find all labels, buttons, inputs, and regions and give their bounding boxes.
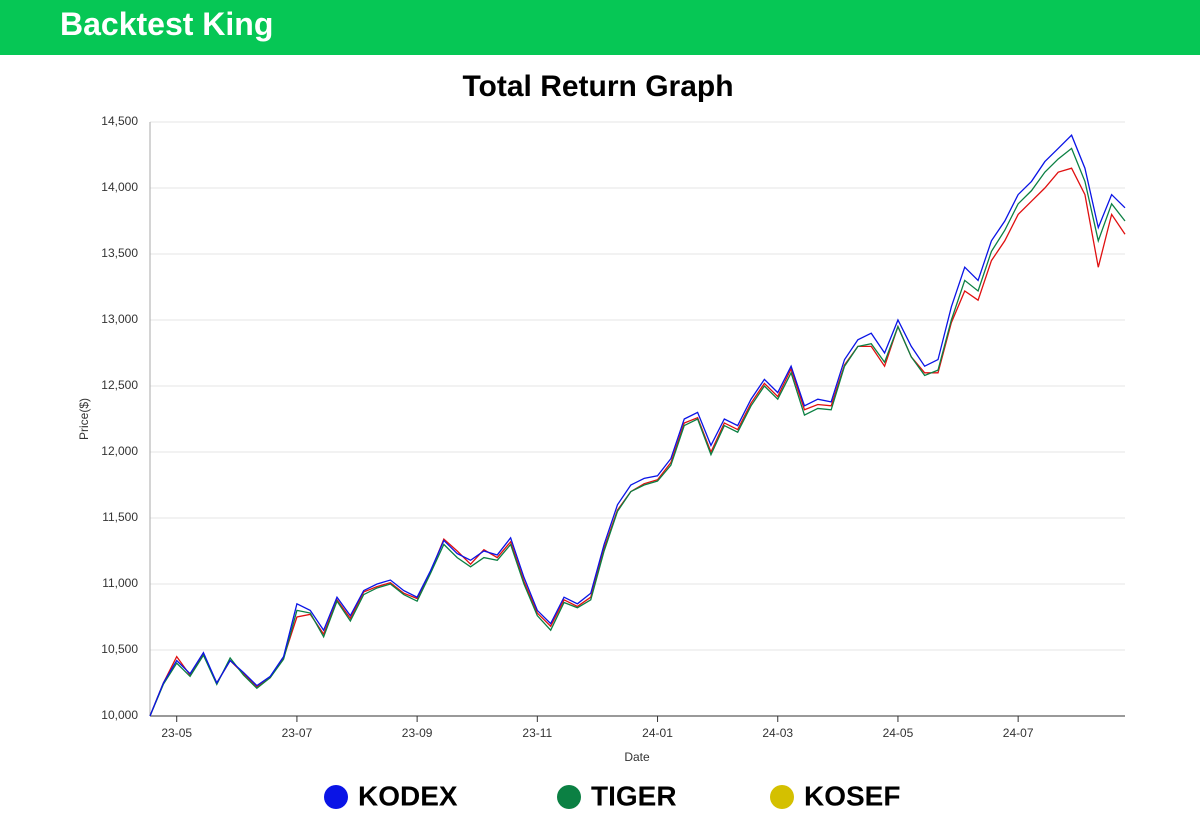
- x-tick-label: 23-05: [161, 726, 192, 740]
- app-header: Backtest King: [0, 0, 1200, 55]
- app-title: Backtest King: [60, 6, 274, 42]
- y-tick-label: 14,000: [101, 180, 138, 194]
- x-tick-label: 23-11: [522, 726, 552, 740]
- y-tick-label: 13,500: [101, 246, 138, 260]
- y-tick-label: 11,000: [102, 576, 138, 590]
- legend-label: TIGER: [591, 780, 677, 811]
- x-tick-label: 23-09: [402, 726, 433, 740]
- legend-label: KOSEF: [804, 780, 900, 811]
- y-tick-label: 10,500: [101, 642, 138, 656]
- y-tick-label: 12,000: [101, 444, 138, 458]
- y-tick-label: 13,000: [101, 312, 138, 326]
- y-axis-label: Price($): [77, 398, 91, 440]
- y-tick-label: 12,500: [101, 378, 138, 392]
- series-line: [149, 167, 1126, 717]
- x-tick-label: 24-07: [1003, 726, 1034, 740]
- series-line: [149, 147, 1126, 717]
- y-tick-label: 14,500: [101, 114, 138, 128]
- chart-title: Total Return Graph: [462, 70, 733, 103]
- y-tick-label: 11,500: [102, 510, 138, 524]
- y-tick-label: 10,000: [101, 708, 138, 722]
- legend-marker: [324, 785, 348, 809]
- legend-label: KODEX: [358, 780, 458, 811]
- legend-marker: [557, 785, 581, 809]
- x-tick-label: 24-05: [883, 726, 914, 740]
- x-tick-label: 24-03: [762, 726, 793, 740]
- legend-marker: [770, 785, 794, 809]
- x-tick-label: 23-07: [282, 726, 313, 740]
- x-tick-label: 24-01: [642, 726, 673, 740]
- series-line: [149, 134, 1126, 717]
- chart: Total Return Graph Date Price($) 10,000 1…: [77, 70, 1126, 811]
- x-axis-label: Date: [624, 750, 650, 764]
